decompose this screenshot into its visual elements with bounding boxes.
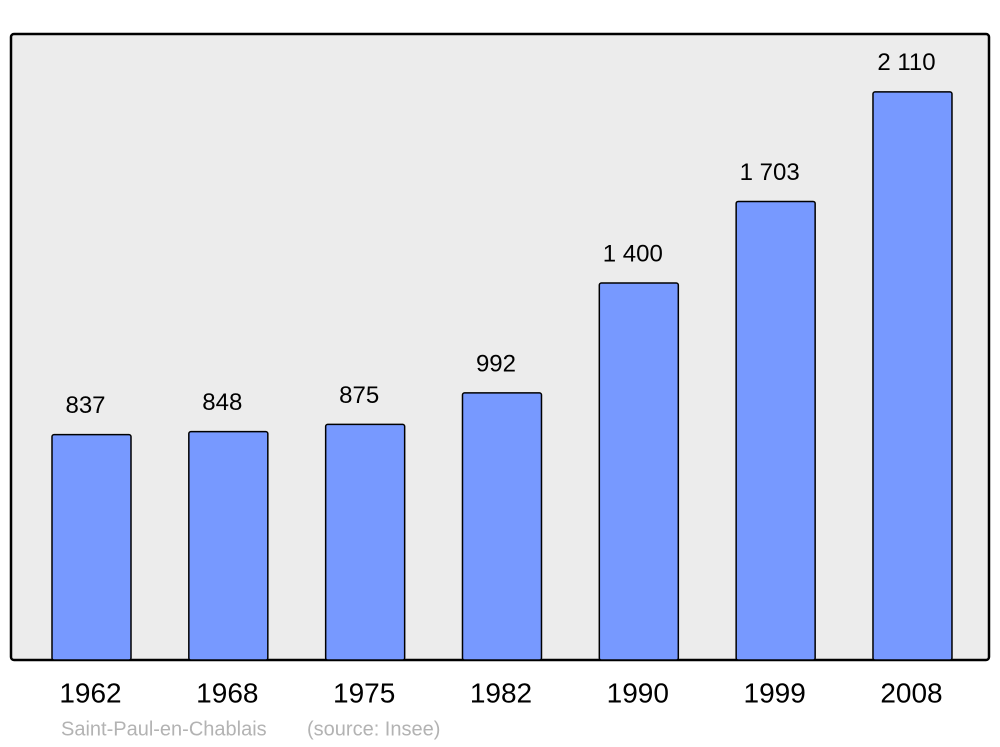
x-tick-label: 1990 xyxy=(607,677,669,708)
x-tick-label: 1962 xyxy=(59,677,121,708)
value-label: 1 400 xyxy=(603,240,663,267)
value-label: 875 xyxy=(339,382,379,409)
value-label: 1 703 xyxy=(740,159,800,186)
bar xyxy=(188,430,269,661)
bar xyxy=(324,423,406,661)
value-label: 848 xyxy=(202,389,242,416)
value-label: 2 110 xyxy=(877,49,935,76)
source: (source: Insee) xyxy=(307,718,440,740)
x-tick-label: 1968 xyxy=(196,677,258,708)
x-tick-label: 2008 xyxy=(880,677,942,708)
x-tick-label: 1982 xyxy=(470,677,532,708)
bar xyxy=(872,91,953,661)
x-tick-label: 1975 xyxy=(333,677,395,708)
value-label: 837 xyxy=(65,392,105,419)
bar xyxy=(598,282,680,661)
place-name: Saint-Paul-en-Chablais xyxy=(61,718,267,740)
bar xyxy=(51,433,132,661)
x-tick-label: 1999 xyxy=(744,677,806,708)
bar xyxy=(735,200,816,661)
value-label: 992 xyxy=(476,350,516,377)
bar xyxy=(461,392,543,661)
